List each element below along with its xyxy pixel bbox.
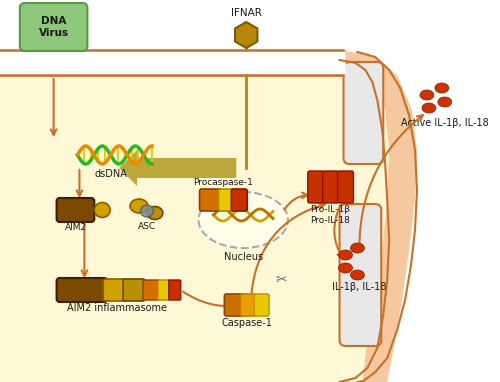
FancyBboxPatch shape	[0, 50, 348, 77]
FancyBboxPatch shape	[56, 198, 94, 222]
FancyBboxPatch shape	[56, 278, 107, 302]
Text: Active IL-1β, IL-18: Active IL-1β, IL-18	[401, 118, 488, 128]
Ellipse shape	[350, 243, 364, 253]
Ellipse shape	[94, 202, 110, 217]
Text: IFNAR: IFNAR	[231, 8, 262, 18]
Polygon shape	[235, 22, 258, 48]
Ellipse shape	[198, 192, 288, 248]
Ellipse shape	[435, 83, 449, 93]
Text: Nucleus: Nucleus	[224, 252, 263, 262]
FancyBboxPatch shape	[200, 189, 222, 211]
FancyBboxPatch shape	[104, 279, 127, 301]
Ellipse shape	[338, 250, 352, 260]
FancyBboxPatch shape	[308, 171, 324, 203]
FancyBboxPatch shape	[123, 279, 145, 301]
Polygon shape	[318, 50, 417, 382]
Text: Pro-IL-1β
Pro-IL-18: Pro-IL-1β Pro-IL-18	[310, 205, 350, 225]
FancyBboxPatch shape	[340, 204, 382, 346]
FancyBboxPatch shape	[240, 294, 257, 316]
Text: AIM2 inflammasome: AIM2 inflammasome	[67, 303, 167, 313]
FancyBboxPatch shape	[20, 3, 87, 51]
Ellipse shape	[130, 199, 148, 213]
Ellipse shape	[350, 270, 364, 280]
Text: Procaspase-1: Procaspase-1	[194, 178, 254, 187]
Ellipse shape	[438, 97, 452, 107]
Text: ASC: ASC	[138, 222, 156, 231]
FancyBboxPatch shape	[344, 62, 383, 164]
Ellipse shape	[338, 263, 352, 273]
Polygon shape	[119, 150, 236, 186]
Text: DNA
Virus: DNA Virus	[38, 16, 68, 38]
FancyBboxPatch shape	[322, 171, 338, 203]
Ellipse shape	[147, 207, 163, 220]
Polygon shape	[0, 50, 399, 382]
Ellipse shape	[420, 90, 434, 100]
FancyBboxPatch shape	[224, 294, 244, 316]
FancyBboxPatch shape	[254, 294, 269, 316]
FancyBboxPatch shape	[158, 280, 170, 300]
FancyBboxPatch shape	[169, 280, 180, 300]
Text: IL-1β, IL-18: IL-1β, IL-18	[332, 282, 386, 292]
FancyBboxPatch shape	[218, 189, 234, 211]
Text: dsDNA: dsDNA	[94, 169, 128, 179]
Text: ✂: ✂	[275, 273, 287, 287]
Ellipse shape	[422, 103, 436, 113]
FancyBboxPatch shape	[338, 171, 353, 203]
FancyBboxPatch shape	[232, 189, 247, 211]
FancyBboxPatch shape	[143, 280, 159, 300]
Ellipse shape	[140, 205, 153, 217]
FancyBboxPatch shape	[0, 51, 346, 76]
Text: Caspase-1: Caspase-1	[222, 318, 272, 328]
Text: AIM2: AIM2	[66, 223, 88, 232]
